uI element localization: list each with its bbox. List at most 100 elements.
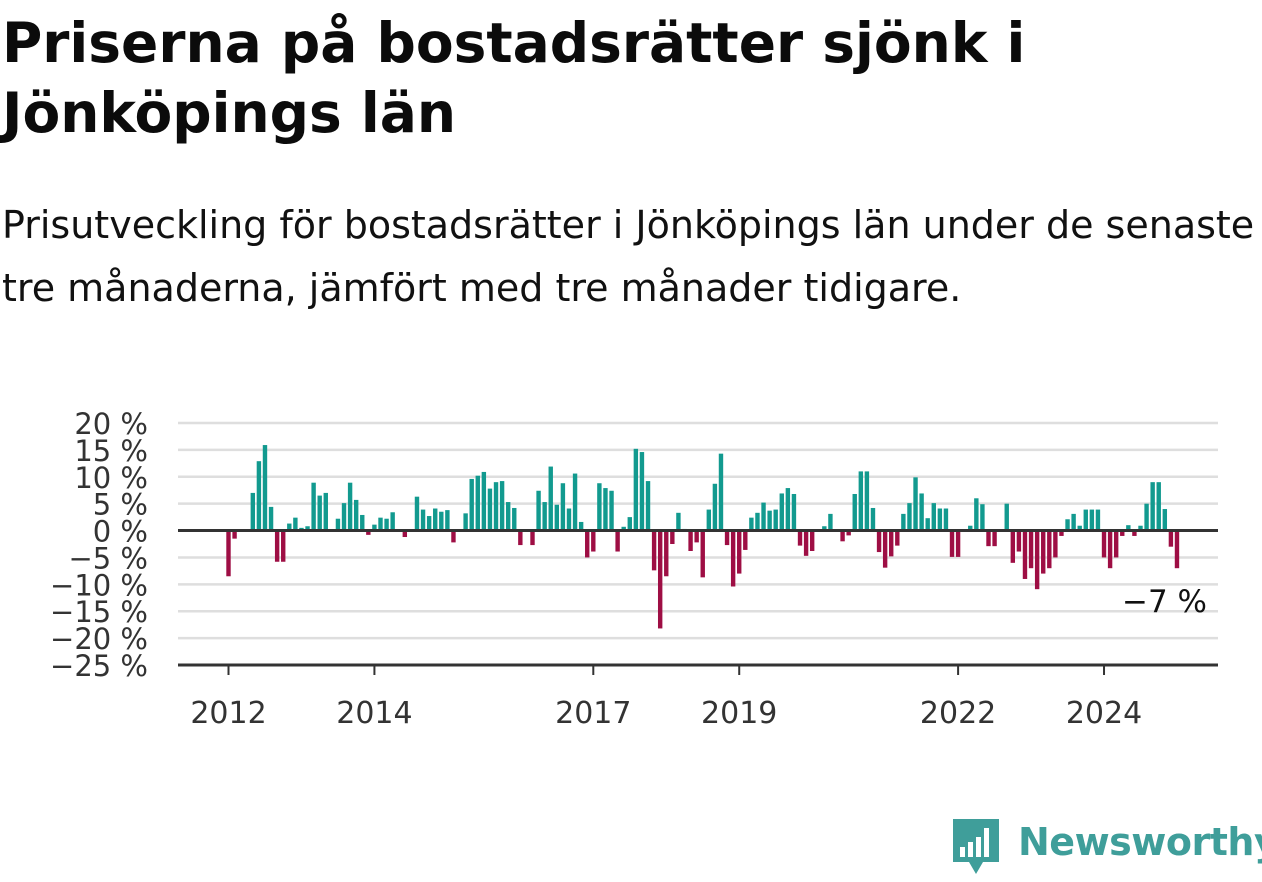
bar-positive [1089,509,1095,531]
bar-positive [1138,525,1143,531]
y-tick-label: −25 % [50,649,148,683]
bar-positive [712,483,718,531]
bar-negative [809,530,815,551]
bar-positive [779,493,784,531]
bar-negative [670,530,675,544]
bar-negative [1120,530,1125,536]
y-tick-label: 10 % [74,461,148,495]
bar-positive [718,453,724,531]
bar-negative [840,530,845,542]
bar-positive [1004,503,1009,531]
bar-negative [724,530,730,546]
x-tick-label: 2017 [555,696,631,730]
bar-negative [882,530,888,568]
y-tick-label: −15 % [50,595,148,629]
bar-positive [870,507,876,531]
bar-negative [591,530,596,552]
bar-negative [1041,530,1046,574]
x-tick-label: 2022 [920,696,996,730]
bar-negative [797,530,803,546]
annotations: −7 % [1122,584,1207,620]
bar-positive [773,509,778,531]
bar-positive [493,482,499,531]
bar-positive [761,502,766,531]
bar-positive [578,521,584,531]
bar-positive [1162,509,1168,531]
bar-chart: 20 %15 %10 %5 %0 %−5 %−10 %−15 %−20 %−25… [50,407,1218,730]
bar-negative [1034,530,1040,590]
bar-negative [1028,530,1034,569]
last-value-label: −7 % [1122,584,1207,620]
bar-negative [694,530,699,543]
bar-positive [1150,482,1155,531]
bar-positive [1071,513,1076,531]
bar-positive [372,524,377,531]
y-tick-label: −10 % [50,568,148,602]
bar-positive [262,445,268,531]
bar-negative [1053,530,1058,558]
bar-positive [311,482,316,531]
bar-positive [542,502,547,531]
bar-positive [597,483,602,531]
bar-negative [274,530,280,562]
brand-name: Newsworthy [1018,820,1262,864]
bar-positive [1156,482,1161,531]
bar-negative [226,530,231,577]
bar-negative [281,530,286,562]
bar-positive [943,508,949,531]
bar-negative [688,530,693,551]
bar-negative [615,530,620,552]
x-tick-label: 2014 [336,696,412,730]
y-axis-labels: 20 %15 %10 %5 %0 %−5 %−10 %−15 %−20 %−25… [50,407,148,683]
bar-positive [901,513,906,531]
bar-negative [651,530,657,571]
bar-positive [627,517,632,531]
bar-positive [937,508,943,531]
x-tick-label: 2019 [701,696,777,730]
axes [178,529,1218,675]
bar-negative [232,530,237,539]
bar-negative [743,530,748,550]
bar-positive [645,481,651,531]
bar-positive [341,503,347,531]
chart-title: Priserna på bostadsrätter sjönk i Jönköp… [2,11,1026,145]
bar-positive [536,490,541,531]
bar-negative [518,530,523,546]
bar-positive [852,493,857,531]
bar-positive [353,499,359,531]
bar-positive [913,477,918,531]
bar-negative [949,530,955,557]
bar-positive [822,526,827,531]
bar-negative [1132,530,1137,536]
bar-negative [1107,530,1113,569]
bar-positive [621,526,626,531]
bar-positive [1065,519,1070,531]
bar-positive [791,493,797,531]
bar-negative [1010,530,1016,563]
bar-negative [895,530,900,546]
bar-positive [475,475,480,531]
bar-negative [992,530,997,547]
bar-negative [955,530,961,557]
bar-positive [603,488,608,531]
bar-positive [676,512,681,531]
bar-negative [451,530,456,543]
bar-positive [609,490,614,531]
bar-positive [566,508,572,531]
bar-negative [876,530,882,553]
bar-positive [317,495,322,531]
bar-negative [1016,530,1022,552]
bar-positive [925,518,930,531]
y-tick-label: −5 % [68,541,148,575]
bar-positive [323,492,328,531]
bar-negative [737,530,742,574]
bar-positive [749,517,754,531]
bar-positive [633,448,639,531]
bar-positive [499,481,505,531]
bar-positive [287,523,292,531]
bar-positive [931,503,936,531]
bar-positive [347,482,353,531]
bar-positive [1083,509,1088,531]
bar-negative [366,530,371,535]
bar-positive [487,488,493,531]
